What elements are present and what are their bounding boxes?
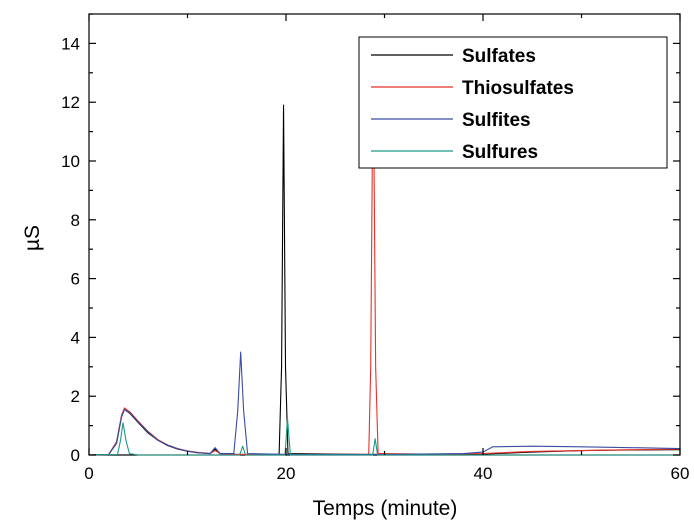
y-tick-label-14: 14 bbox=[61, 34, 80, 53]
y-tick-label-2: 2 bbox=[71, 387, 80, 406]
y-tick-label-8: 8 bbox=[71, 211, 80, 230]
y-axis-title: µS bbox=[21, 225, 44, 251]
x-axis: 0 20 40 60 bbox=[84, 14, 689, 483]
y-tick-label-4: 4 bbox=[71, 328, 80, 347]
y-axis: 0 2 4 6 8 10 12 14 bbox=[61, 13, 680, 465]
legend-label-sulfates: Sulfates bbox=[462, 46, 536, 67]
series-line-sulfures bbox=[88, 417, 680, 456]
x-tick-label-40: 40 bbox=[474, 464, 493, 483]
x-tick-label-20: 20 bbox=[277, 464, 296, 483]
legend-box bbox=[358, 36, 668, 169]
legend-label-sulfures: Sulfures bbox=[462, 142, 538, 163]
legend: Sulfates Thiosulfates Sulfites Sulfures bbox=[358, 36, 668, 169]
legend-label-sulfites: Sulfites bbox=[462, 110, 531, 131]
x-axis-title: Temps (minute) bbox=[313, 497, 458, 520]
legend-label-thiosulfates: Thiosulfates bbox=[462, 78, 574, 99]
y-tick-label-12: 12 bbox=[61, 93, 80, 112]
x-tick-label-60: 60 bbox=[671, 464, 690, 483]
y-tick-label-6: 6 bbox=[71, 270, 80, 289]
y-tick-label-0: 0 bbox=[71, 446, 80, 465]
x-tick-label-0: 0 bbox=[84, 464, 93, 483]
series-layer bbox=[88, 51, 681, 456]
y-tick-label-10: 10 bbox=[61, 152, 80, 171]
series-line-sulfites bbox=[88, 351, 681, 456]
